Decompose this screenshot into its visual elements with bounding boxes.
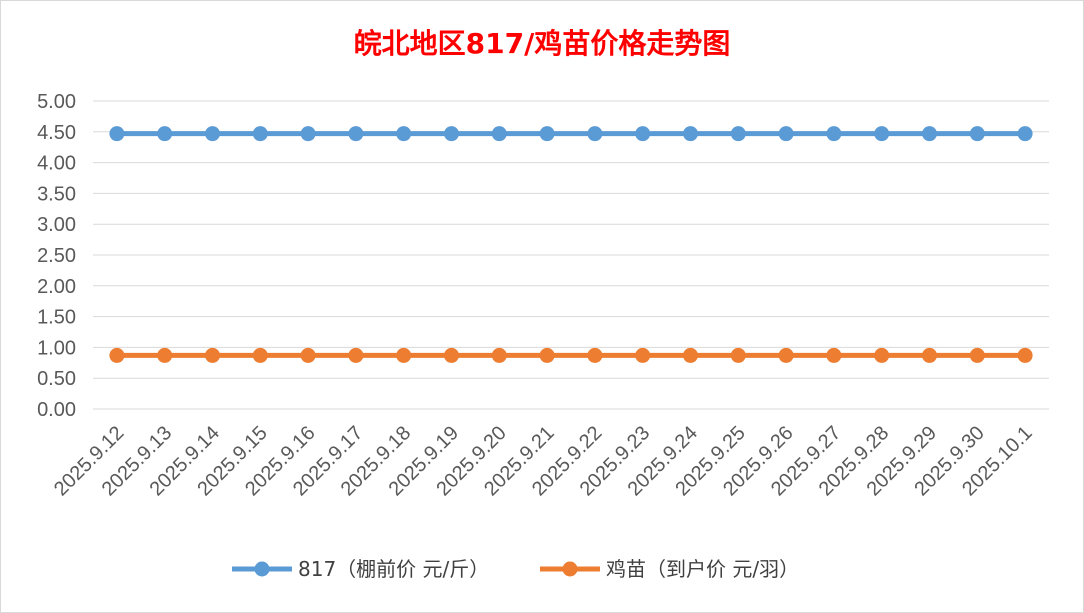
- data-point: [635, 347, 651, 363]
- y-tick-label: 2.00: [37, 276, 76, 298]
- data-point: [252, 126, 268, 142]
- legend-marker-1: [254, 561, 270, 577]
- data-point: [157, 347, 173, 363]
- data-point: [778, 126, 794, 142]
- data-point: [491, 126, 507, 142]
- data-point: [683, 347, 698, 363]
- data-point: [778, 347, 794, 363]
- data-point: [922, 347, 937, 363]
- data-point: [444, 126, 459, 142]
- legend-label-2: 鸡苗（到户价 元/羽）: [606, 557, 799, 581]
- data-point: [1017, 347, 1033, 363]
- data-point: [444, 347, 459, 363]
- data-point: [252, 347, 268, 363]
- data-point: [300, 347, 316, 363]
- data-point: [730, 126, 746, 142]
- y-tick-label: 1.00: [37, 337, 76, 359]
- data-point: [874, 347, 890, 363]
- data-point: [539, 347, 555, 363]
- data-point: [969, 347, 985, 363]
- data-point: [969, 126, 985, 142]
- data-point: [922, 126, 937, 142]
- data-point: [109, 347, 125, 363]
- y-tick-label: 5.00: [37, 91, 76, 113]
- data-point: [396, 126, 412, 142]
- data-point: [539, 126, 555, 142]
- data-point: [157, 126, 173, 142]
- y-tick-label: 1.50: [37, 307, 76, 329]
- y-tick-label: 3.00: [37, 214, 76, 236]
- data-point: [826, 347, 842, 363]
- legend: 817（棚前价 元/斤） 鸡苗（到户价 元/羽）: [232, 557, 799, 581]
- chart-title: 皖北地区817/鸡苗价格走势图: [353, 27, 731, 60]
- x-axis-ticks: 2025.9.122025.9.132025.9.142025.9.152025…: [50, 422, 1037, 500]
- gridlines: [93, 100, 1049, 410]
- y-tick-label: 3.50: [37, 183, 76, 205]
- y-tick-label: 0.00: [37, 399, 76, 421]
- data-point: [730, 347, 746, 363]
- data-point: [109, 126, 125, 142]
- data-point: [348, 126, 364, 142]
- y-tick-label: 4.00: [37, 153, 76, 175]
- data-point: [587, 126, 603, 142]
- data-point: [396, 347, 412, 363]
- data-point: [300, 126, 316, 142]
- y-tick-label: 4.50: [37, 122, 76, 144]
- y-tick-label: 2.50: [37, 245, 76, 267]
- data-point: [205, 347, 220, 363]
- data-point: [635, 126, 651, 142]
- data-point: [683, 126, 698, 142]
- y-axis-ticks: 0.00 0.50 1.00 1.50 2.00 2.50 3.00 3.50 4.00 4.50…: [37, 91, 76, 421]
- data-point: [826, 126, 842, 142]
- data-point: [491, 347, 507, 363]
- data-point: [348, 347, 364, 363]
- legend-marker-2: [562, 561, 578, 577]
- data-point: [874, 126, 890, 142]
- data-point: [1017, 126, 1033, 142]
- data-point: [587, 347, 603, 363]
- legend-label-1: 817（棚前价 元/斤）: [298, 557, 489, 581]
- series-lines: [109, 126, 1033, 363]
- data-point: [205, 126, 220, 142]
- y-tick-label: 0.50: [37, 368, 76, 390]
